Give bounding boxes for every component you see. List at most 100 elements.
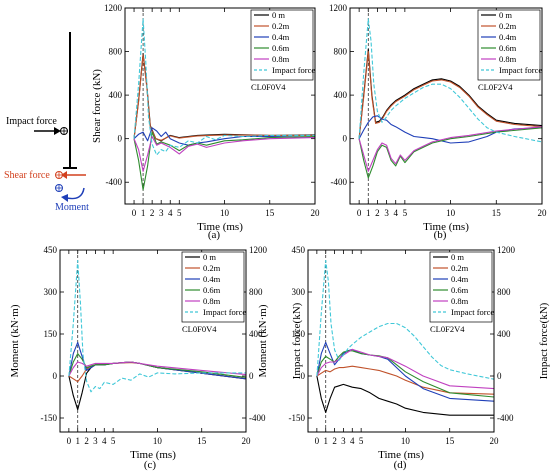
legend-label: Impact force <box>203 307 246 317</box>
shear-arrow-head <box>61 171 67 179</box>
y-tick-label: 400 <box>109 90 123 100</box>
x-tick-label: 15 <box>265 208 275 218</box>
legend-box <box>181 251 245 323</box>
moment-label: Moment <box>55 202 89 213</box>
y-tick-label: 1200 <box>104 3 123 13</box>
series-line-0.4m <box>133 127 315 146</box>
x-axis-title: Time (ms) <box>378 449 424 461</box>
y2-tick-label: 1200 <box>497 245 516 255</box>
legend-box <box>477 9 541 81</box>
y-axis-title: Shear force (kN) <box>91 69 103 143</box>
y-axis-title: Moment (kN·m) <box>257 304 269 377</box>
y-tick-label: 0 <box>301 371 306 381</box>
y-tick-label: -400 <box>331 177 348 187</box>
x-tick-label: 20 <box>311 208 321 218</box>
legend-note: CL0F2V4 <box>478 82 513 92</box>
plot-frame <box>349 7 543 205</box>
y-tick-label: 450 <box>292 245 306 255</box>
x-tick-label: 5 <box>359 436 364 446</box>
x-tick-label: 10 <box>220 208 230 218</box>
legend-label: 0.6m <box>203 285 221 295</box>
x-tick-label: 3 <box>341 436 346 446</box>
y2-tick-label: -400 <box>497 413 514 423</box>
x-tick-label: 4 <box>350 436 355 446</box>
y-tick-label: -400 <box>106 177 123 187</box>
panel-label: (a) <box>208 229 221 241</box>
legend-box <box>250 9 314 81</box>
y-axis-title: Moment (kN·m) <box>9 304 21 377</box>
legend-label: 0.8m <box>203 296 221 306</box>
legend-label: 0.2m <box>272 21 290 31</box>
panel-label: (d) <box>394 459 407 471</box>
moment-point-icon <box>55 184 63 192</box>
y2-tick-label: 800 <box>497 287 511 297</box>
legend-label: 0.4m <box>272 32 290 42</box>
legend-label: 0.6m <box>272 43 290 53</box>
series-line-0.2m <box>316 365 494 395</box>
x-tick-label: 1 <box>366 208 371 218</box>
legend-label: 0 m <box>499 10 512 20</box>
y-tick-label: 0 <box>343 134 348 144</box>
x-tick-label: 5 <box>403 208 408 218</box>
legend-label: 0.8m <box>451 296 469 306</box>
x-tick-label: 10 <box>153 436 163 446</box>
x-tick-label: 3 <box>93 436 98 446</box>
series-line-0.6m <box>358 127 542 179</box>
series-group <box>358 18 542 179</box>
x-tick-label: 1 <box>323 436 328 446</box>
y2-tick-label: -400 <box>249 413 266 423</box>
x-tick-label: 4 <box>393 208 398 218</box>
chart-panel-c: 0 1 2 3 4 5 10 15 20-1500150300450-4000400800120… <box>9 245 303 471</box>
y2-tick-label: 1200 <box>249 245 268 255</box>
y2-tick-label: 400 <box>249 329 263 339</box>
legend-label: 0.8m <box>272 54 290 64</box>
series-line-Impact-force <box>316 259 494 380</box>
x-tick-label: 0 <box>315 436 320 446</box>
y2-tick-label: 400 <box>497 329 511 339</box>
series-line-0.8m <box>68 361 246 377</box>
y-tick-label: 150 <box>292 329 306 339</box>
y-tick-label: 300 <box>44 287 58 297</box>
y-tick-label: -150 <box>289 413 306 423</box>
panel-label: (b) <box>434 229 447 241</box>
y-tick-label: 800 <box>334 47 348 57</box>
impact-point-icon <box>60 127 68 135</box>
y-tick-label: -150 <box>41 413 58 423</box>
x-tick-label: 5 <box>111 436 116 446</box>
x-tick-label: 2 <box>150 208 155 218</box>
series-line-0.8m <box>316 348 494 390</box>
legend-label: 0.2m <box>451 263 469 273</box>
moment-arrow-head <box>61 194 68 202</box>
y2-axis-title: Impact force(kN) <box>538 302 550 379</box>
x-tick-label: 2 <box>84 436 89 446</box>
series-line-0-m <box>68 361 246 411</box>
legend-note: CL0F0V4 <box>182 324 217 334</box>
x-axis-title: Time (ms) <box>423 221 469 233</box>
series-line-0.6m <box>68 353 246 378</box>
panel-label: (c) <box>144 459 157 471</box>
y-tick-label: 800 <box>109 47 123 57</box>
series-line-0.8m <box>358 126 542 172</box>
x-tick-label: 5 <box>177 208 182 218</box>
series-line-0.2m <box>358 51 542 139</box>
shear-force-label: Shear force <box>4 170 50 181</box>
legend-label: 0 m <box>451 252 464 262</box>
x-tick-label: 0 <box>357 208 362 218</box>
x-tick-label: 3 <box>159 208 164 218</box>
x-tick-label: 1 <box>141 208 146 218</box>
moment-arrow <box>66 187 85 200</box>
legend-label: 0.2m <box>499 21 517 31</box>
plot-frame <box>59 249 247 433</box>
series-group <box>316 259 494 416</box>
legend-note: CL0F2V4 <box>430 324 465 334</box>
series-line-0.8m <box>133 135 315 172</box>
legend-box <box>429 251 493 323</box>
schematic: Impact force Shear force Moment <box>4 32 89 213</box>
y-tick-label: 400 <box>334 90 348 100</box>
x-axis-title: Time (ms) <box>197 221 243 233</box>
series-line-Impact-force <box>68 259 246 393</box>
legend-label: 0.4m <box>499 32 517 42</box>
